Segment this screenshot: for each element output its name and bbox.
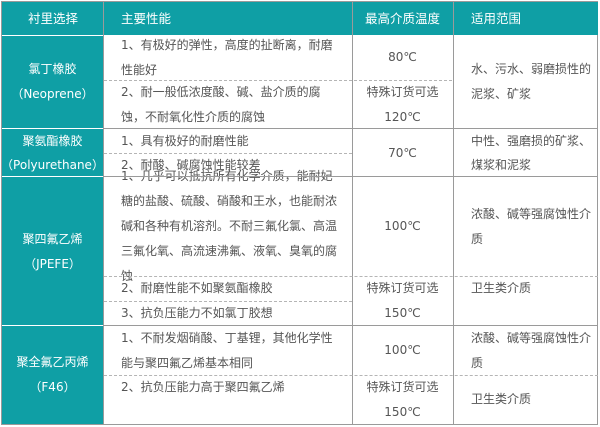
property: 3、抗负压能力不如氯丁胶想 [121, 306, 273, 320]
scope: 浓酸、碱等强腐蚀性介质 [471, 330, 592, 370]
lining-ptfe: 聚四氟乙烯 （JPEFE） [2, 177, 103, 326]
divider [103, 128, 598, 129]
divider [453, 2, 454, 424]
property: 2、耐一般低浓度酸、碱、盐介质的腐蚀，不耐氧化性介质的腐蚀 [121, 84, 321, 124]
property: 1、有极好的弹性，高度的扯断离，耐磨性能好 [121, 37, 333, 77]
dashed-divider [104, 276, 598, 277]
max-temp: 70℃ [388, 145, 417, 160]
lining-code: （Neoprene） [11, 87, 94, 101]
special-order: 特殊订货可选 [366, 84, 439, 99]
lining-polyurethane: 聚氨酯橡胶 （Polyurethane） [1, 129, 104, 177]
max-temp: 100℃ [384, 219, 421, 233]
special-order: 特殊订货可选 [366, 379, 439, 394]
lining-code: （F46） [29, 380, 76, 394]
lining-code: （JPEFE） [24, 256, 81, 271]
lining-code: （Polyurethane） [1, 158, 104, 172]
lining-f46: 聚全氟乙丙烯 （F46） [2, 326, 103, 424]
lining-name: 氯丁橡胶 [28, 62, 77, 76]
divider [352, 2, 353, 424]
dashed-divider [104, 375, 598, 376]
max-temp: 100℃ [384, 343, 421, 357]
divider [103, 2, 104, 424]
lining-name: 聚氨酯橡胶 [22, 134, 83, 148]
header-scope: 适用范围 [453, 2, 598, 35]
divider [2, 128, 103, 129]
special-order: 特殊订货可选 [366, 281, 439, 295]
special-temp: 特殊订货可选 120℃ [352, 80, 453, 129]
scope: 浓酸、碱等强腐蚀性介质 [471, 206, 592, 246]
dashed-divider [104, 80, 452, 81]
lining-name: 聚四氟乙烯 [22, 231, 83, 246]
lining-neoprene: 氯丁橡胶 （Neoprene） [2, 35, 103, 129]
property: 1、不耐发烟硝酸、丁基锂，其他化学性能与聚四氟乙烯基本相同 [121, 330, 333, 370]
divider [2, 325, 103, 326]
divider [103, 176, 598, 177]
property: 2、耐酸、碱腐蚀性能较差 [121, 157, 261, 172]
property: 2、抗负压能力高于聚四氟乙烯 [121, 380, 285, 394]
divider [103, 325, 598, 326]
lining-name: 聚全氟乙丙烯 [16, 355, 89, 369]
scope: 水、污水、弱磨损性的泥浆、矿浆 [471, 62, 592, 101]
special-temp-value: 120℃ [384, 109, 421, 124]
special-temp-value: 150℃ [384, 306, 421, 320]
max-temp: 80℃ [388, 50, 417, 64]
header-properties: 主要性能 [103, 2, 352, 35]
dashed-divider [104, 153, 352, 154]
property: 1、几乎可以抵抗所有化学介质，能耐妃糖的盐酸、硫酸、硝酸和王水，也能耐浓碱和各种… [121, 169, 338, 283]
header-lining: 衬里选择 [2, 2, 103, 35]
special-temp: 特殊订货可选 150℃ [352, 375, 453, 424]
dashed-divider [104, 301, 352, 302]
header-max-temp: 最高介质温度 [352, 2, 453, 35]
property: 1、具有极好的耐磨性能 [121, 133, 249, 148]
property: 2、耐磨性能不如聚氨酯橡胶 [121, 281, 273, 295]
scope: 卫生类介质 [471, 392, 532, 406]
scope: 卫生类介质 [471, 281, 532, 295]
scope: 中性、强磨损的矿浆、煤浆和泥浆 [471, 134, 592, 172]
special-temp: 特殊订货可选 150℃ [352, 276, 453, 326]
divider [2, 176, 103, 177]
divider [2, 35, 103, 36]
special-temp-value: 150℃ [384, 404, 421, 419]
